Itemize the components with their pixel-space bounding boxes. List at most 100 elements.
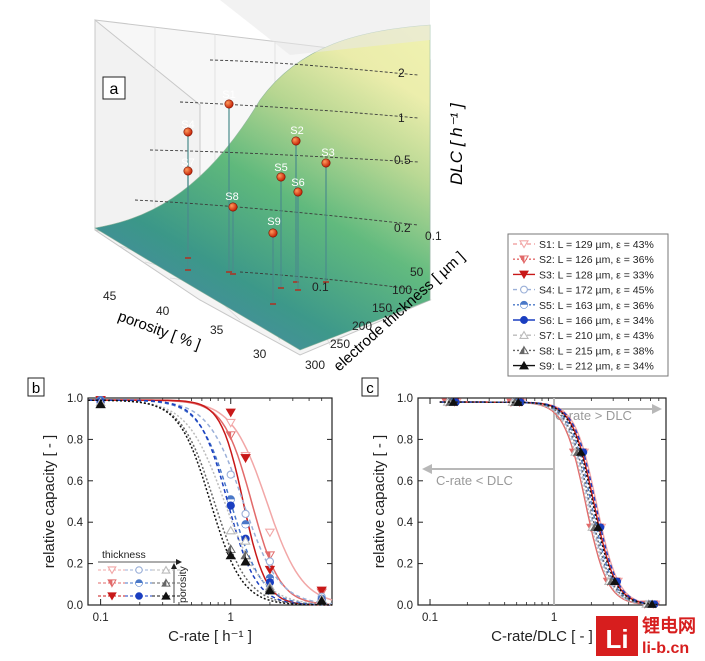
marker-tri-up	[519, 330, 529, 339]
sample-label: S8	[225, 191, 238, 203]
sample-label: S2	[290, 125, 303, 137]
dlc-tick: 1	[398, 111, 405, 125]
thickness-tick: 200	[352, 319, 372, 333]
series-line-S8	[88, 399, 332, 606]
legend-item-S1: S1: L = 129 µm, ε = 43%	[539, 239, 654, 251]
marker-tri-up	[240, 556, 251, 566]
legend-item-S6: S6: L = 166 µm, ε = 34%	[539, 315, 654, 327]
panel-b: b 0.0 0.2 0.4 0.6 0.8 1.0 0.1 1 C-rate [ h⁻¹ ] re…	[27, 377, 333, 645]
marker-tri-down	[107, 566, 117, 575]
collapsed-line-S8	[439, 401, 659, 606]
legend-item-S2: S2: L = 126 µm, ε = 36%	[539, 254, 654, 266]
left-arrowhead	[422, 464, 432, 474]
x-axis-label: C-rate [ h⁻¹ ]	[168, 628, 252, 645]
y-tick-label: 1.0	[397, 393, 413, 405]
thickness-tick: 150	[372, 301, 392, 315]
marker-tri-up	[448, 397, 459, 406]
x-tick-label: 0.1	[93, 612, 109, 624]
y-tick-label: 0.0	[67, 600, 83, 612]
panel-a-label-box	[102, 76, 126, 100]
series-line-S7	[88, 399, 333, 606]
marker-tri-up	[240, 535, 251, 545]
series-line-S9	[88, 399, 332, 606]
sample-ball	[321, 158, 331, 168]
right-arrowhead	[652, 404, 662, 414]
series-line-S4	[88, 399, 333, 605]
series-line-S5	[88, 399, 333, 606]
y-tick-label: 0.6	[67, 476, 83, 488]
marker-tri-up	[647, 599, 657, 608]
sample-label: S7	[181, 157, 194, 169]
panel-a: S1 S2 S3 S4 S5 S6 S7 S8 S9 a 2 1 0.5 0.2 0.1 0.1…	[94, 0, 468, 375]
legend-item-S8: S8: L = 215 µm, ε = 38%	[539, 345, 654, 357]
thickness-text: thickness	[102, 549, 146, 561]
thickness-arrowhead	[176, 559, 182, 565]
legend-item-S4: S4: L = 172 µm, ε = 45%	[539, 285, 654, 297]
thickness-axis: 50 100 150 200 250 300	[305, 265, 424, 372]
plot-frame	[417, 397, 667, 606]
sample-label: S4	[181, 119, 194, 131]
collapsed-line-S4	[439, 401, 659, 606]
c-rate-greater-text: C-rate > DLC	[555, 408, 632, 423]
marker-tri-up	[576, 447, 586, 456]
porosity-axis: 45 40 35 30	[103, 289, 267, 361]
marker-tri-down	[240, 454, 251, 463]
marker-tri-down	[519, 240, 529, 249]
x-tick-label: 1	[228, 612, 234, 624]
collapsed-line-S9	[439, 401, 659, 606]
porosity-tick: 40	[156, 304, 170, 318]
watermark-cn: 锂电网	[642, 615, 696, 636]
dlc-tick: 2	[398, 66, 405, 80]
sample-ball	[268, 228, 278, 238]
marker-half	[241, 524, 250, 528]
marker-half	[111, 579, 117, 588]
marker-tri-up	[593, 522, 603, 531]
marker-tri-up	[95, 399, 106, 409]
collapsed-line-S2	[439, 401, 659, 606]
marker-tri-down	[107, 592, 117, 601]
surface-shade	[95, 25, 430, 350]
marker-half	[245, 550, 251, 560]
plot-frame	[87, 397, 333, 606]
marker-circle	[226, 470, 235, 479]
watermark-url: li-b.cn	[642, 640, 689, 657]
collapsed-line-S3	[439, 401, 659, 606]
y-tick-label: 0.8	[67, 434, 83, 446]
dlc-tick: 0.1	[312, 280, 329, 294]
c-rate-less-text: C-rate < DLC	[436, 473, 513, 488]
sample-ball	[276, 172, 286, 182]
sample-label: S3	[321, 147, 334, 159]
sample-label: S5	[274, 162, 287, 174]
series-line-S2	[88, 399, 333, 606]
sample-ball	[183, 127, 193, 137]
collapsed-line-S7	[439, 401, 659, 606]
marker-circle	[226, 501, 235, 510]
panel-c-label-box	[361, 377, 379, 397]
marker-circle	[241, 509, 250, 519]
sample-ball	[293, 187, 303, 197]
marker-circle	[135, 592, 143, 600]
watermark: Li 锂电网 li-b.cn	[596, 615, 696, 657]
panel-a-label: a	[110, 81, 119, 98]
marker-half	[230, 431, 236, 441]
collapsed-line-S1	[439, 401, 659, 606]
marker-half	[135, 583, 143, 587]
sample-label: S9	[267, 216, 280, 228]
marker-half	[520, 304, 528, 309]
marker-circle	[520, 316, 528, 324]
watermark-logo-text: Li	[605, 624, 628, 654]
collapsed-line-S5	[439, 401, 659, 606]
dlc-axis: 2 1 0.5 0.2 0.1 0.1	[312, 66, 442, 294]
sample-ball	[228, 202, 238, 212]
inset-legend: thickness porosity	[98, 549, 189, 603]
marker-half	[523, 345, 529, 355]
marker-tri-up	[513, 397, 524, 406]
marker-tri-down	[316, 586, 327, 596]
watermark-logo	[596, 616, 638, 656]
legend-item-S5: S5: L = 163 µm, ε = 36%	[539, 300, 654, 312]
y-tick-label: 0.0	[397, 600, 413, 612]
legend-item-S7: S7: L = 210 µm, ε = 43%	[539, 330, 654, 342]
marker-tri-up	[264, 585, 276, 595]
dlc-tick: 0.1	[425, 229, 442, 243]
